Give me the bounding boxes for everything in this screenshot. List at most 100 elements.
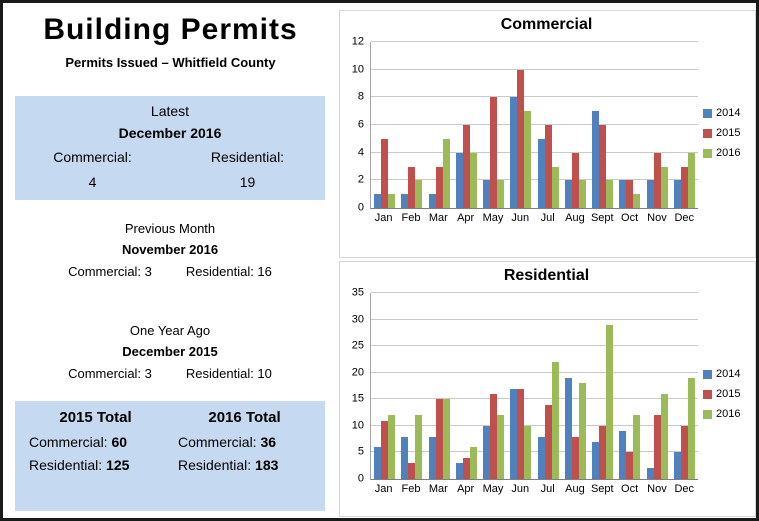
bar-group: [616, 42, 643, 208]
legend-swatch-2016: [703, 409, 712, 419]
x-axis-tick-label: Jul: [540, 212, 555, 224]
bar-2016-feb: [415, 415, 423, 479]
bar-2015-may: [490, 97, 498, 208]
legend-label-2014: 2014: [716, 107, 741, 119]
x-axis-tick-label: Aug: [565, 483, 585, 495]
bar-2016-mar: [442, 399, 450, 479]
bar-2015-apr: [462, 457, 470, 479]
chart-title: Residential: [503, 267, 590, 284]
totals-2015-residential-value: 125: [106, 457, 130, 473]
bar-2016-oct: [633, 194, 641, 208]
bar-2016-nov: [660, 393, 668, 479]
bar-group: [480, 293, 507, 479]
bar-group: [671, 42, 698, 208]
legend-label-2015: 2015: [716, 388, 741, 400]
bar-2015-mar: [435, 399, 443, 479]
bar-2015-feb: [408, 166, 416, 208]
x-axis-tick-label: May: [482, 483, 504, 495]
bar-2016-dec: [687, 378, 695, 479]
totals-2016-commercial-label: Commercial:: [178, 434, 261, 450]
y-axis-tick-label: 5: [357, 445, 364, 458]
legend-label-2016: 2016: [716, 408, 741, 420]
gridline: [371, 292, 698, 293]
y-axis: 0 2 4 6 8 10 12: [344, 36, 370, 213]
previous-month-commercial: Commercial: 3: [68, 264, 152, 279]
totals-2016: 2016 Total Commercial: 36 Residential: 1…: [170, 409, 319, 503]
gridline: [371, 424, 698, 426]
summary-panel: Building Permits Permits Issued – Whitfi…: [3, 3, 338, 518]
legend-item-2015: 2015: [703, 388, 749, 400]
y-axis-tick-label: 30: [351, 313, 364, 326]
bar-group: [562, 42, 589, 208]
latest-heading: Latest: [150, 103, 190, 119]
bar-group: [371, 293, 398, 479]
totals-2015-residential-label: Residential:: [29, 457, 107, 473]
x-axis-tick-label: Apr: [457, 212, 475, 224]
bar-2014-apr: [455, 152, 463, 208]
y-axis-tick-label: 15: [351, 392, 364, 405]
totals-2015-heading: 2015 Total: [59, 409, 132, 426]
bar-2015-oct: [626, 452, 634, 479]
bar-2016-jul: [551, 362, 559, 479]
previous-month-block: Previous Month November 2016 Commercial:…: [15, 221, 325, 279]
legend-label-2015: 2015: [716, 127, 741, 139]
one-year-ago-residential: Residential: 10: [185, 366, 272, 381]
legend-item-2014: 2014: [703, 368, 749, 380]
latest-commercial-value: 4: [88, 174, 97, 190]
bar-2016-oct: [633, 415, 641, 479]
bar-group: [535, 42, 562, 208]
legend: 2014 2015 2016: [703, 42, 749, 224]
bar-group: [562, 293, 589, 479]
totals-2016-commercial-value: 36: [260, 434, 277, 450]
legend-swatch-2014: [703, 369, 712, 379]
bar-2015-apr: [462, 125, 470, 208]
bar-groups: [371, 42, 698, 208]
y-axis-tick-label: 12: [351, 35, 364, 48]
gridline: [371, 451, 698, 453]
x-axis-tick-label: Oct: [621, 483, 639, 495]
bar-group: [426, 42, 453, 208]
bar-2014-nov: [646, 468, 654, 479]
bar-group: [589, 42, 616, 208]
legend-swatch-2015: [703, 128, 712, 138]
bar-2014-jul: [537, 138, 545, 208]
bar-2016-nov: [660, 166, 668, 208]
bar-group: [507, 42, 534, 208]
x-axis-tick-label: Jan: [374, 212, 393, 224]
bar-2016-apr: [469, 447, 477, 479]
legend-item-2016: 2016: [703, 147, 749, 159]
bar-2014-jun: [510, 388, 518, 479]
bar-2014-oct: [619, 431, 627, 479]
bar-2014-feb: [401, 436, 409, 479]
latest-commercial-label: Commercial:: [53, 149, 132, 165]
bar-2015-jul: [544, 125, 552, 208]
bar-group: [535, 293, 562, 479]
x-axis-tick-label: May: [482, 212, 504, 224]
gridline: [371, 371, 698, 373]
bar-2016-dec: [687, 152, 695, 208]
totals-2015-commercial-value: 60: [111, 434, 128, 450]
gridline: [371, 345, 698, 347]
latest-residential-value: 19: [239, 174, 256, 190]
x-axis-tick-label: Mar: [428, 483, 448, 495]
bar-group: [644, 42, 671, 208]
bar-group: [453, 293, 480, 479]
y-axis-tick-label: 35: [351, 286, 364, 299]
totals-2016-commercial: Commercial: 36: [178, 434, 319, 450]
legend-label-2014: 2014: [716, 368, 741, 380]
gridline: [371, 96, 698, 98]
bar-group: [644, 293, 671, 479]
y-axis-tick-label: 0: [357, 472, 364, 485]
bar-2015-feb: [408, 463, 416, 479]
gridline: [371, 41, 698, 42]
y-axis-tick-label: 0: [357, 201, 364, 214]
totals-2016-residential: Residential: 183: [178, 457, 319, 473]
y-axis-tick-label: 10: [351, 63, 364, 76]
gridline: [371, 398, 698, 400]
bar-2014-mar: [428, 194, 436, 208]
x-axis-tick-label: Mar: [428, 212, 448, 224]
bar-group: [589, 293, 616, 479]
bar-2014-may: [483, 180, 491, 208]
bar-2016-aug: [578, 383, 586, 479]
